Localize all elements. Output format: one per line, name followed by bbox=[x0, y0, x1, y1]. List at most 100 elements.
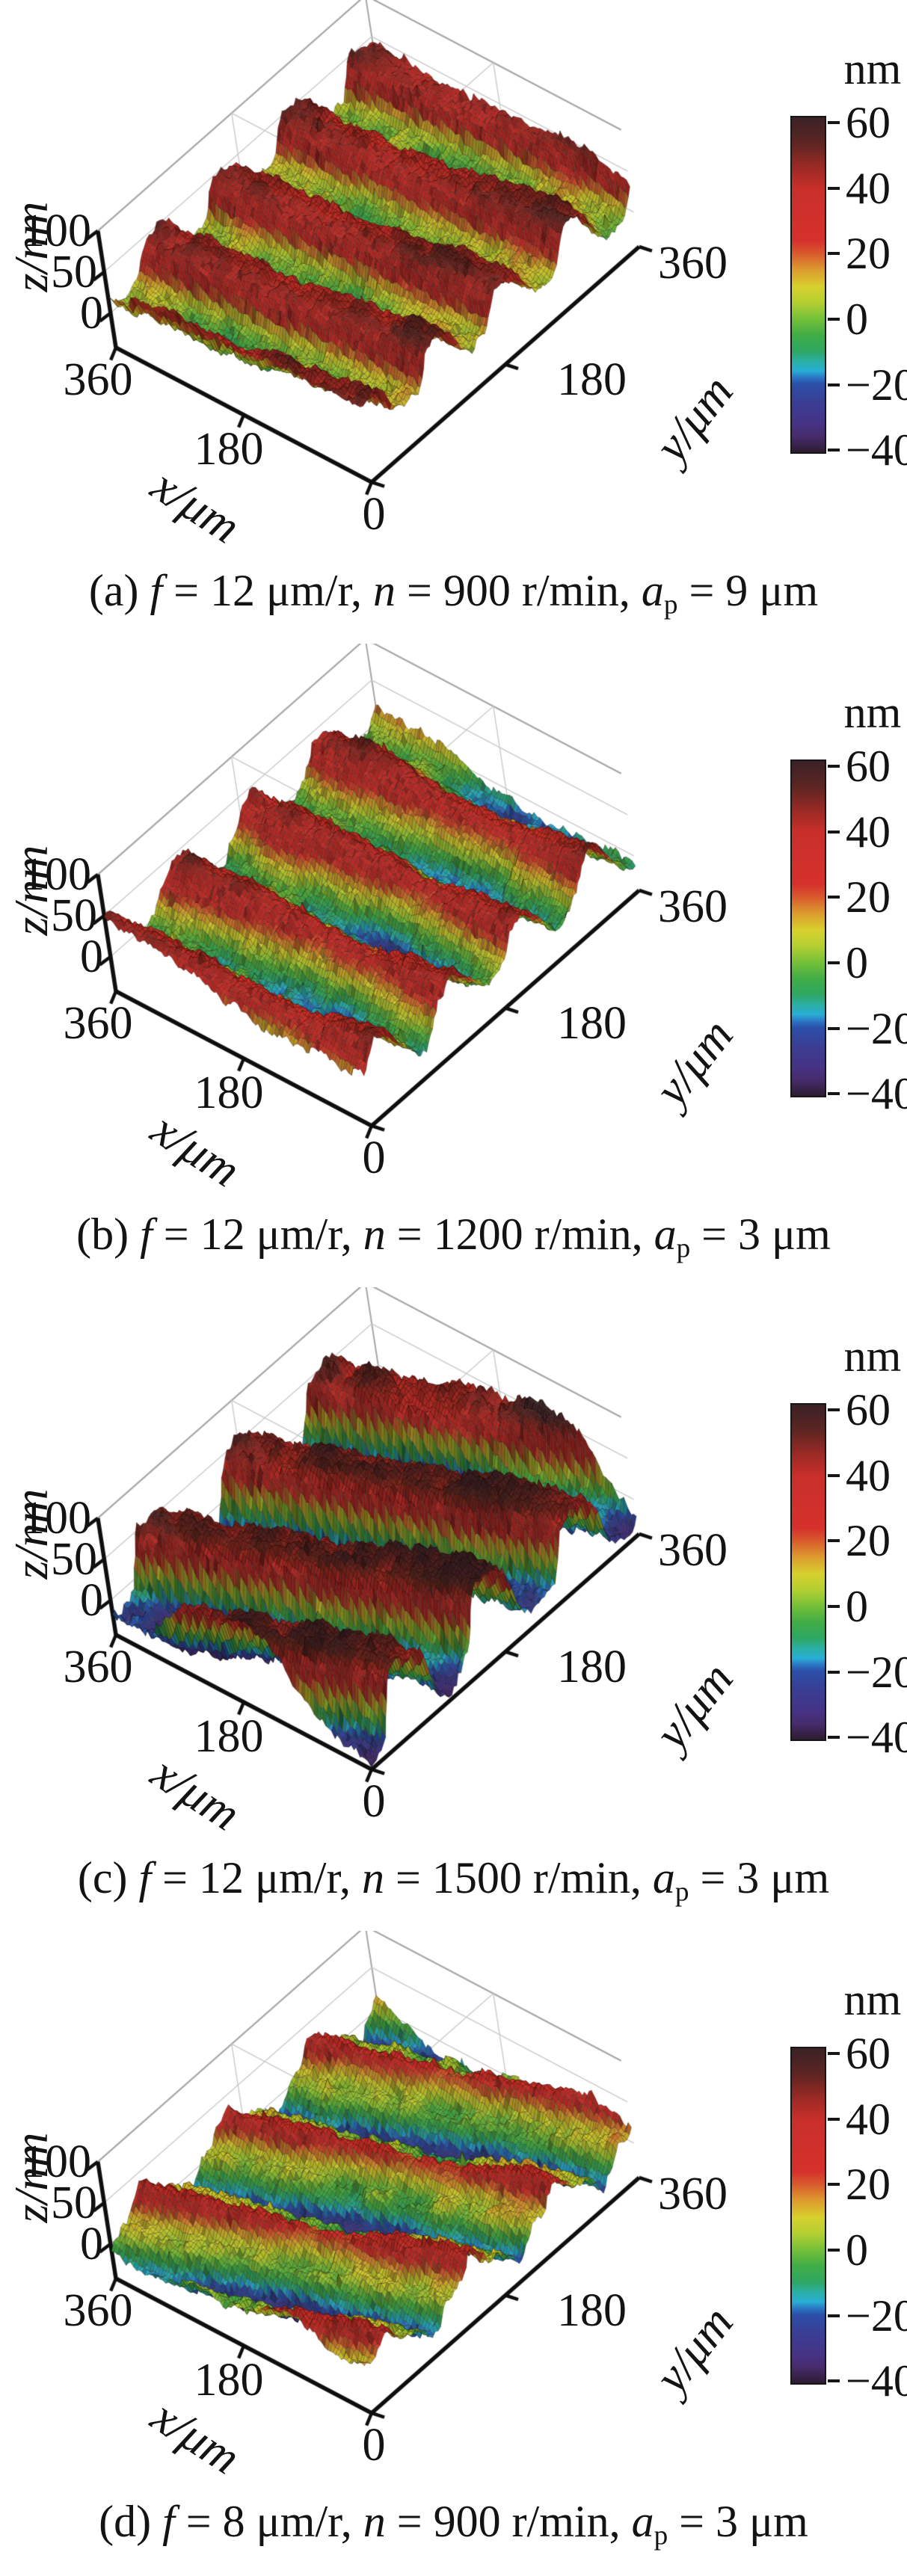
caption-part: f bbox=[162, 2497, 175, 2546]
origin-tick: 0 bbox=[362, 489, 386, 540]
z-tick-100: 100 bbox=[22, 1493, 91, 1544]
panel-a: 100 50 0 z/nm 360 180 0 x/μm 360 180 y/μ… bbox=[0, 0, 907, 644]
colorbar-tick-0: 0 bbox=[846, 295, 868, 344]
caption-part: p bbox=[663, 589, 678, 620]
z-tick-100: 100 bbox=[22, 2136, 91, 2187]
caption-part: f bbox=[150, 566, 163, 615]
colorbar-tick-m20: −20 bbox=[846, 1004, 907, 1053]
colorbar-tick-20: 20 bbox=[846, 2160, 891, 2209]
z-tick-100: 100 bbox=[22, 206, 91, 256]
plot3d-d: 100 50 0 z/nm 360 180 0 x/μm 360 180 y/μ… bbox=[0, 1931, 755, 2484]
colorbar-tick-0: 0 bbox=[846, 2225, 868, 2275]
y-tick-180: 180 bbox=[557, 354, 627, 405]
z-axis-label: z/nm bbox=[4, 201, 58, 292]
caption-part: a bbox=[652, 1853, 675, 1902]
caption-a: (a) f = 12 μm/r, n = 900 r/min, ap = 9 μ… bbox=[0, 559, 907, 626]
y-tick-180: 180 bbox=[557, 998, 627, 1049]
panel-b: 100 50 0 z/nm 360 180 0 x/μm 360 180 y/μ… bbox=[0, 644, 907, 1287]
z-axis-label: z/nm bbox=[4, 2132, 58, 2223]
surface-canvas-a bbox=[0, 0, 755, 549]
colorbar-tick-20: 20 bbox=[846, 1516, 891, 1565]
colorbar-tick-m20: −20 bbox=[846, 2291, 907, 2341]
colorbar-tick-0: 0 bbox=[846, 938, 868, 987]
x-tick-180: 180 bbox=[194, 1067, 264, 1118]
caption-part: = 900 r/min, bbox=[385, 2497, 632, 2546]
colorbar-tick-60: 60 bbox=[846, 742, 891, 791]
caption-part: = 12 μm/r, bbox=[151, 1853, 363, 1902]
x-tick-180: 180 bbox=[194, 424, 264, 475]
colorbar-tick-m40: −40 bbox=[846, 1069, 907, 1118]
z-tick-100: 100 bbox=[22, 849, 91, 900]
caption-part: = 12 μm/r, bbox=[162, 566, 374, 615]
colorbar-gradient bbox=[790, 116, 826, 454]
colorbar-tick-m20: −20 bbox=[846, 360, 907, 410]
colorbar-tick-60: 60 bbox=[846, 2029, 891, 2078]
plot3d-c: 100 50 0 z/nm 360 180 0 x/μm 360 180 y/μ… bbox=[0, 1287, 755, 1840]
caption-part: f bbox=[138, 1853, 152, 1902]
caption-part: p bbox=[654, 2520, 668, 2551]
panel-d: 100 50 0 z/nm 360 180 0 x/μm 360 180 y/μ… bbox=[0, 1931, 907, 2576]
colorbar-gradient bbox=[790, 1403, 826, 1741]
surface-canvas-d bbox=[0, 1931, 755, 2480]
surface-canvas-c bbox=[0, 1287, 755, 1837]
caption-part: = 3 μm bbox=[689, 1853, 830, 1902]
caption-part: = 900 r/min, bbox=[396, 566, 642, 615]
colorbar-gradient bbox=[790, 2047, 826, 2385]
caption-part: = 8 μm/r, bbox=[174, 2497, 363, 2546]
caption-part: p bbox=[676, 1233, 691, 1264]
colorbar-tick-20: 20 bbox=[846, 872, 891, 922]
z-tick-0: 0 bbox=[80, 2219, 103, 2270]
x-tick-180: 180 bbox=[194, 2355, 264, 2406]
colorbar-tick-20: 20 bbox=[846, 229, 891, 278]
x-tick-360: 360 bbox=[63, 354, 133, 405]
colorbar-tick-60: 60 bbox=[846, 1385, 891, 1435]
plot3d-b: 100 50 0 z/nm 360 180 0 x/μm 360 180 y/μ… bbox=[0, 644, 755, 1197]
x-tick-360: 360 bbox=[63, 998, 133, 1049]
caption-part: = 1200 r/min, bbox=[385, 1210, 654, 1259]
caption-part: = 1500 r/min, bbox=[384, 1853, 653, 1902]
colorbar-tick-m40: −40 bbox=[846, 1713, 907, 1762]
y-tick-180: 180 bbox=[557, 1642, 627, 1692]
x-tick-360: 360 bbox=[63, 1642, 133, 1692]
colorbar-title: nm bbox=[843, 1331, 902, 1381]
colorbar-tick-60: 60 bbox=[846, 98, 891, 147]
y-tick-360: 360 bbox=[658, 238, 728, 289]
caption-part: n bbox=[362, 1853, 385, 1902]
caption-part: f bbox=[140, 1210, 153, 1259]
y-tick-180: 180 bbox=[557, 2285, 627, 2336]
colorbar-tick-m20: −20 bbox=[846, 1648, 907, 1697]
panel-c: 100 50 0 z/nm 360 180 0 x/μm 360 180 y/μ… bbox=[0, 1287, 907, 1931]
caption-part: n bbox=[373, 566, 396, 615]
z-tick-50: 50 bbox=[51, 890, 97, 941]
caption-part: = 9 μm bbox=[677, 566, 819, 615]
origin-tick: 0 bbox=[362, 1776, 386, 1827]
z-tick-50: 50 bbox=[51, 1534, 97, 1585]
x-tick-360: 360 bbox=[63, 2285, 133, 2336]
y-tick-360: 360 bbox=[658, 2169, 728, 2219]
x-tick-180: 180 bbox=[194, 1711, 264, 1762]
surface-canvas-b bbox=[0, 644, 755, 1193]
origin-tick: 0 bbox=[362, 2420, 386, 2471]
caption-part: = 3 μm bbox=[668, 2497, 808, 2546]
caption-part: p bbox=[674, 1876, 689, 1908]
z-tick-0: 0 bbox=[80, 1575, 103, 1626]
colorbar-title: nm bbox=[843, 1975, 902, 2024]
colorbar-tick-40: 40 bbox=[846, 1451, 891, 1500]
colorbar-tick-40: 40 bbox=[846, 164, 891, 213]
plot3d-a: 100 50 0 z/nm 360 180 0 x/μm 360 180 y/μ… bbox=[0, 0, 755, 553]
caption-part: n bbox=[363, 2497, 386, 2546]
caption-part: = 12 μm/r, bbox=[152, 1210, 363, 1259]
caption-part: = 3 μm bbox=[690, 1210, 831, 1259]
z-axis-label: z/nm bbox=[4, 1488, 58, 1580]
y-tick-360: 360 bbox=[658, 881, 728, 932]
colorbar-tick-40: 40 bbox=[846, 807, 891, 857]
caption-part: (a) bbox=[88, 566, 150, 615]
colorbar-title: nm bbox=[843, 688, 902, 737]
caption-d: (d) f = 8 μm/r, n = 900 r/min, ap = 3 μm bbox=[0, 2490, 907, 2557]
colorbar-gradient bbox=[790, 759, 826, 1097]
colorbar-tick-0: 0 bbox=[846, 1582, 868, 1631]
colorbar-tick-m40: −40 bbox=[846, 425, 907, 475]
z-tick-0: 0 bbox=[80, 288, 103, 339]
z-tick-50: 50 bbox=[51, 2178, 97, 2228]
